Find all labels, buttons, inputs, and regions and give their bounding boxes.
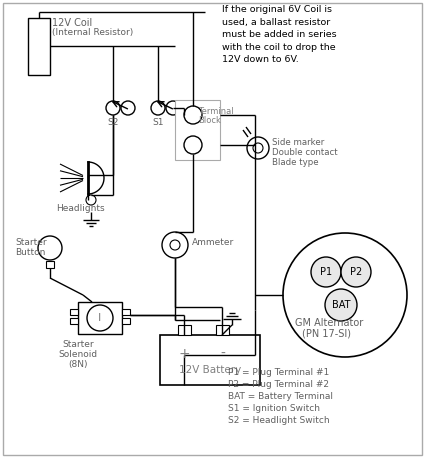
Circle shape [283,233,407,357]
Text: Solenoid: Solenoid [58,350,97,359]
Circle shape [247,137,269,159]
Bar [160,335,260,385]
Circle shape [341,257,371,287]
Circle shape [38,236,62,260]
Circle shape [184,136,202,154]
Text: Button: Button [15,248,45,257]
Circle shape [162,232,188,258]
Text: Terminal: Terminal [198,107,234,116]
Text: Starter: Starter [15,238,47,247]
Text: P1 = Plug Terminal #1: P1 = Plug Terminal #1 [228,368,329,377]
Text: -: - [221,347,225,361]
Text: BAT: BAT [332,300,350,310]
Circle shape [253,143,263,153]
Circle shape [325,289,357,321]
Bar [175,100,220,160]
Circle shape [121,101,135,115]
Circle shape [151,101,165,115]
Text: 12V Battery: 12V Battery [179,365,241,375]
Text: 12V Coil: 12V Coil [52,18,92,28]
Text: S1: S1 [152,118,164,127]
Text: Ammeter: Ammeter [192,238,234,247]
Bar [46,261,54,268]
Bar [70,318,78,324]
Circle shape [106,101,120,115]
Text: I: I [98,313,102,323]
Text: Side marker: Side marker [272,138,324,147]
Text: S1 = Ignition Switch: S1 = Ignition Switch [228,404,320,413]
Text: P2: P2 [350,267,362,277]
Text: (Internal Resistor): (Internal Resistor) [52,28,133,37]
Text: GM Alternator: GM Alternator [295,318,363,328]
Text: Blade type: Blade type [272,158,319,167]
Bar [122,318,130,324]
Bar [78,302,122,334]
Circle shape [184,106,202,124]
Bar [178,325,191,335]
Circle shape [311,257,341,287]
Text: (8N): (8N) [68,360,88,369]
Text: +: + [178,347,190,361]
Bar [70,309,78,315]
Text: P2 = Plug Terminal #2: P2 = Plug Terminal #2 [228,380,329,389]
Text: If the original 6V Coil is
used, a ballast resistor
must be added in series
with: If the original 6V Coil is used, a balla… [222,5,337,64]
Bar [28,18,50,75]
Text: (PN 17-SI): (PN 17-SI) [302,328,351,338]
Text: Headlights: Headlights [56,204,104,213]
Text: Starter: Starter [62,340,94,349]
Text: Block: Block [198,116,221,125]
Bar [216,325,229,335]
Text: BAT = Battery Terminal: BAT = Battery Terminal [228,392,333,401]
Circle shape [166,101,180,115]
Text: S2 = Headlight Switch: S2 = Headlight Switch [228,416,330,425]
Text: P1: P1 [320,267,332,277]
Bar [122,309,130,315]
Circle shape [86,195,96,205]
Text: S2: S2 [107,118,119,127]
Circle shape [170,240,180,250]
Text: Double contact: Double contact [272,148,337,157]
Circle shape [87,305,113,331]
